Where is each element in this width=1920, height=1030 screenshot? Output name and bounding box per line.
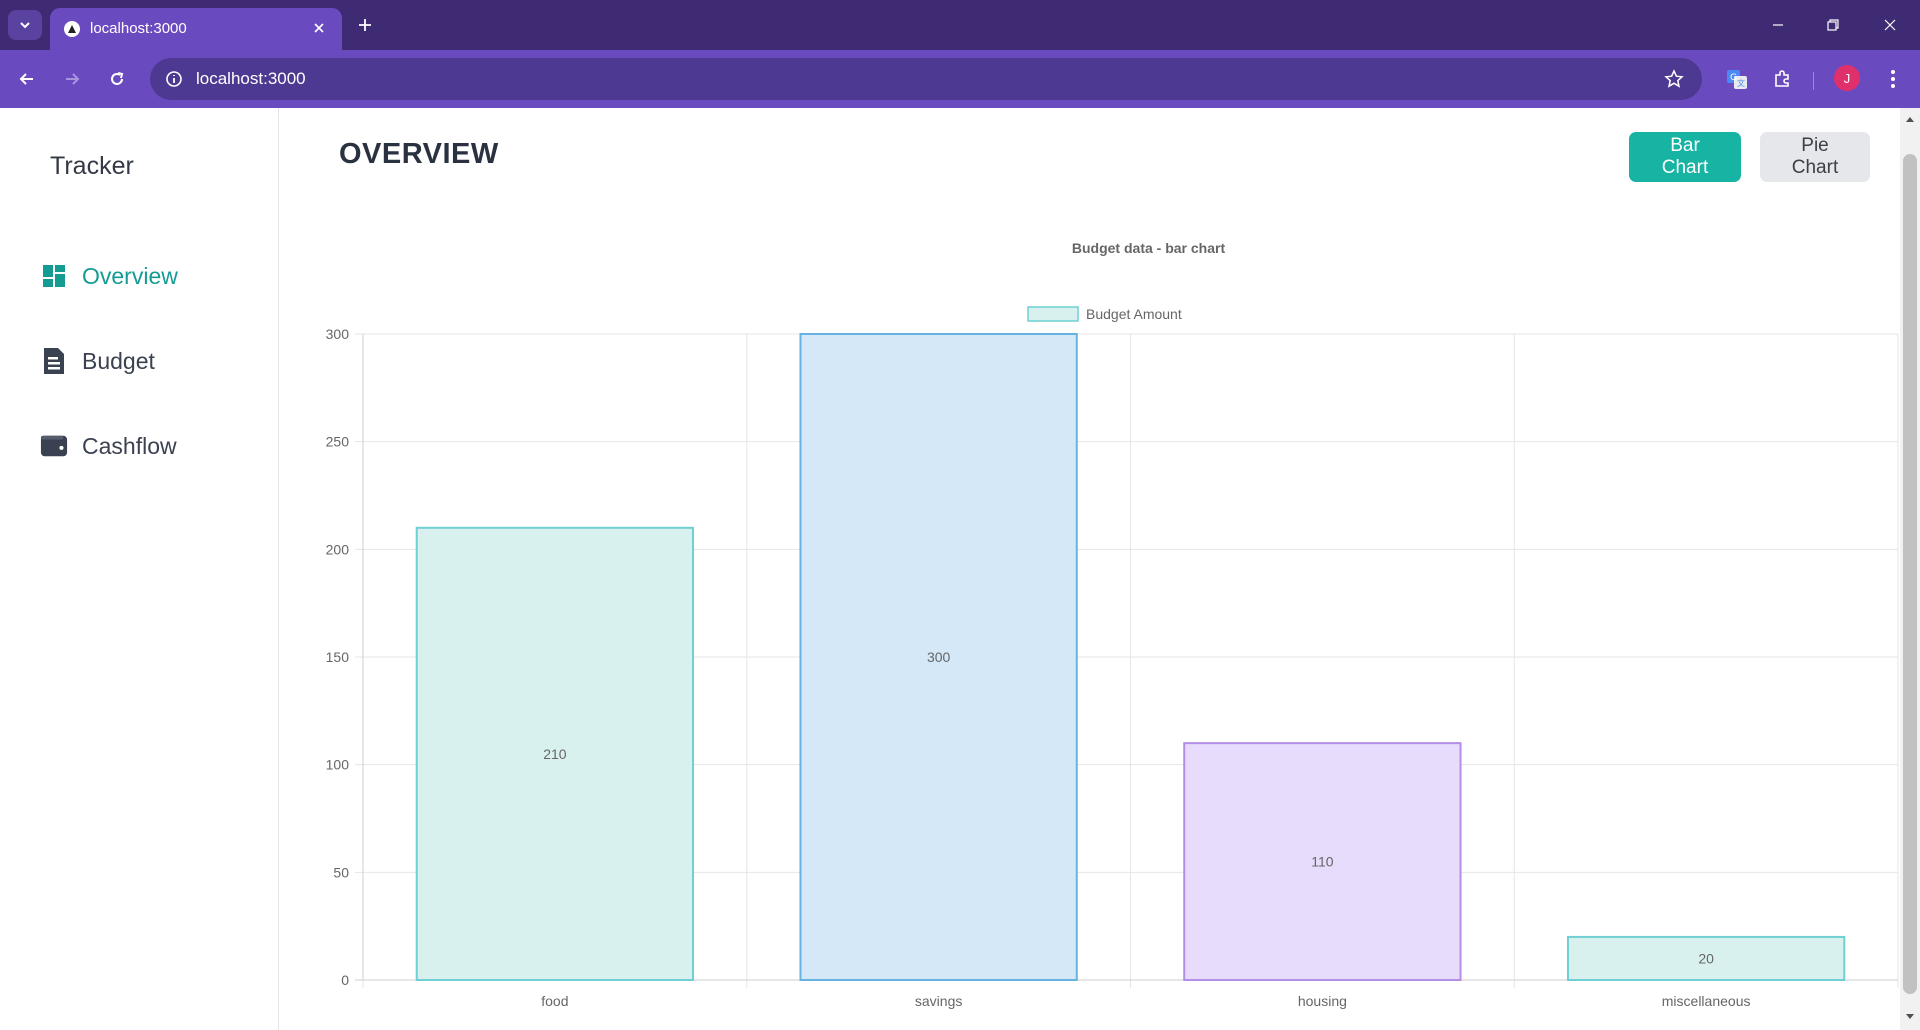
sidebar-item-overview[interactable]: Overview xyxy=(40,256,178,296)
data-label: 300 xyxy=(927,649,951,665)
profile-avatar[interactable]: J xyxy=(1834,65,1860,91)
site-info-icon[interactable] xyxy=(162,67,186,91)
wallet-icon xyxy=(40,431,68,461)
bar-savings xyxy=(799,333,1078,981)
sidebar-item-label: Cashflow xyxy=(82,432,177,459)
close-window-icon[interactable] xyxy=(1870,10,1910,40)
tab-search-button[interactable] xyxy=(8,10,42,40)
sidebar-item-cashflow[interactable]: Cashflow xyxy=(40,426,177,466)
browser-tab[interactable]: localhost:3000 xyxy=(50,8,342,50)
svg-text:G: G xyxy=(1730,73,1737,83)
sidebar-item-label: Budget xyxy=(82,347,155,374)
sidebar-item-budget[interactable]: Budget xyxy=(40,341,155,381)
bar-miscellaneous xyxy=(1566,935,1846,982)
chart-title: Budget data - bar chart xyxy=(1072,240,1226,256)
minimize-icon[interactable] xyxy=(1758,10,1798,40)
kebab-menu-icon[interactable] xyxy=(1878,64,1908,94)
page-scrollbar[interactable] xyxy=(1900,108,1920,1030)
brand-title: Tracker xyxy=(50,152,134,180)
data-label: 210 xyxy=(543,746,567,762)
chevron-down-icon xyxy=(20,22,30,29)
bar-food xyxy=(415,526,695,981)
scroll-up-arrow-icon[interactable] xyxy=(1900,110,1920,128)
data-label: 110 xyxy=(1311,854,1334,870)
reload-icon[interactable] xyxy=(102,64,132,94)
x-tick-label: housing xyxy=(1298,993,1347,1009)
y-tick-label: 150 xyxy=(326,649,350,665)
y-tick-label: 250 xyxy=(326,434,350,450)
budget-bar-chart: Budget data - bar chart Budget Amount 0 50 1… xyxy=(326,240,1899,1009)
sidebar: Tracker Overview Budget Cashflow xyxy=(0,108,279,1030)
svg-text:文: 文 xyxy=(1737,78,1745,88)
url-text: localhost:3000 xyxy=(196,69,306,88)
data-label: 20 xyxy=(1698,950,1714,966)
dashboard-icon xyxy=(40,261,68,291)
y-tick-label: 0 xyxy=(341,972,349,988)
y-tick-label: 100 xyxy=(326,757,350,773)
y-tick-label: 50 xyxy=(333,864,349,880)
forward-arrow-icon[interactable] xyxy=(57,64,87,94)
sidebar-item-label: Overview xyxy=(82,262,178,289)
page-title: OVERVIEW xyxy=(339,138,499,170)
app-page: Tracker Overview Budget Cashflow OVERVIE… xyxy=(0,108,1920,1030)
main-content: OVERVIEW Bar Chart Pie Chart Budget data… xyxy=(280,108,1900,1030)
close-tab-icon[interactable] xyxy=(308,17,330,39)
extensions-puzzle-icon[interactable] xyxy=(1767,64,1797,94)
address-bar[interactable]: localhost:3000 xyxy=(150,58,1702,100)
bookmark-star-icon[interactable] xyxy=(1662,67,1686,91)
tab-title: localhost:3000 xyxy=(90,20,187,37)
favicon-icon xyxy=(64,21,80,37)
x-tick-label: food xyxy=(541,993,568,1009)
new-tab-icon[interactable] xyxy=(352,12,378,38)
y-tick-label: 300 xyxy=(326,326,350,342)
x-tick-label: savings xyxy=(915,993,962,1009)
document-icon xyxy=(40,346,68,376)
browser-tab-bar: localhost:3000 xyxy=(0,0,1920,50)
bar-chart-button[interactable]: Bar Chart xyxy=(1629,132,1741,182)
x-tick-label: miscellaneous xyxy=(1662,993,1751,1009)
legend-label: Budget Amount xyxy=(1086,306,1182,322)
y-tick-label: 200 xyxy=(326,541,350,557)
toolbar-divider xyxy=(1813,72,1814,90)
pie-chart-button[interactable]: Pie Chart xyxy=(1760,132,1870,182)
restore-icon[interactable] xyxy=(1813,10,1853,40)
bar-housing xyxy=(1183,742,1462,982)
scrollbar-thumb[interactable] xyxy=(1903,154,1917,994)
legend-swatch xyxy=(1027,306,1079,322)
scroll-down-arrow-icon[interactable] xyxy=(1900,1008,1920,1026)
back-arrow-icon[interactable] xyxy=(12,64,42,94)
